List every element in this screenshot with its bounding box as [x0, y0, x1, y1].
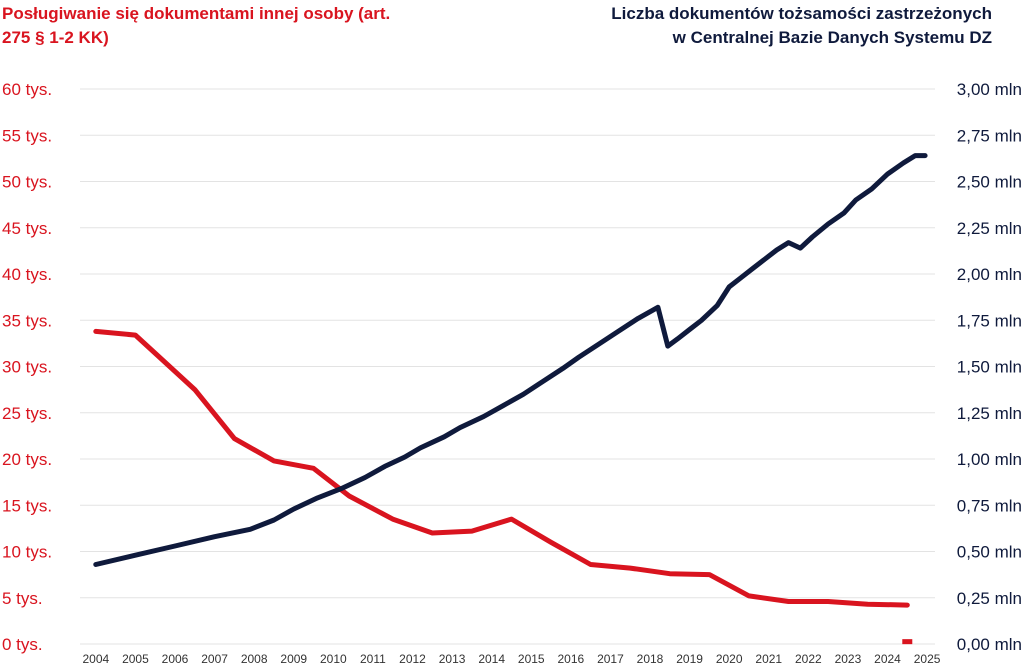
x-tick-label: 2008 [241, 652, 268, 666]
x-tick-label: 2012 [399, 652, 426, 666]
left-y-tick-label: 50 tys. [2, 173, 52, 192]
left-series-line [93, 328, 910, 608]
right-y-tick-label: 2,00 mln [957, 265, 1022, 284]
series-lines [93, 153, 928, 645]
left-axis-title: Posługiwanie się dokumentami innej osoby… [2, 4, 391, 47]
left-y-tick-label: 45 tys. [2, 219, 52, 238]
right-series-line [93, 153, 928, 567]
x-tick-label: 2021 [755, 652, 782, 666]
right-y-tick-label: 0,75 mln [957, 496, 1022, 515]
left-y-tick-label: 5 tys. [2, 589, 43, 608]
right-y-tick-label: 2,75 mln [957, 126, 1022, 145]
left-y-tick-label: 0 tys. [2, 635, 43, 654]
right-y-tick-label: 0,50 mln [957, 543, 1022, 562]
right-axis-title-line-1: Liczba dokumentów tożsamości zastrzeżony… [611, 4, 992, 23]
left-y-tick-label: 60 tys. [2, 80, 52, 99]
x-tick-label: 2004 [82, 652, 109, 666]
x-tick-label: 2009 [280, 652, 307, 666]
right-y-tick-label: 3,00 mln [957, 80, 1022, 99]
left-y-axis: 0 tys. 5 tys. 10 tys. 15 tys. 20 tys. 25 tys.… [2, 80, 52, 654]
x-tick-label: 2011 [360, 652, 386, 666]
x-tick-label: 2017 [597, 652, 624, 666]
right-y-tick-label: 2,50 mln [957, 173, 1022, 192]
x-tick-label: 2022 [795, 652, 822, 666]
x-tick-label: 2006 [162, 652, 189, 666]
x-axis: 2004 2005 2006 2007 2008 2009 2010 2011 2012 2013… [82, 652, 940, 666]
right-y-tick-label: 1,50 mln [957, 358, 1022, 377]
x-tick-label: 2025 [914, 652, 941, 666]
left-y-tick-label: 30 tys. [2, 358, 52, 377]
right-y-tick-label: 1,00 mln [957, 450, 1022, 469]
right-y-tick-label: 0,00 mln [957, 635, 1022, 654]
left-y-tick-label: 10 tys. [2, 543, 52, 562]
right-y-tick-label: 0,25 mln [957, 589, 1022, 608]
x-tick-label: 2015 [518, 652, 545, 666]
x-tick-label: 2019 [676, 652, 703, 666]
left-y-tick-label: 20 tys. [2, 450, 52, 469]
right-y-tick-label: 1,25 mln [957, 404, 1022, 423]
x-tick-label: 2007 [201, 652, 228, 666]
x-tick-label: 2014 [478, 652, 505, 666]
right-axis-title: Liczba dokumentów tożsamości zastrzeżony… [532, 2, 992, 50]
series-point [902, 639, 913, 645]
x-tick-label: 2024 [874, 652, 901, 666]
left-y-tick-label: 40 tys. [2, 265, 52, 284]
x-tick-label: 2020 [716, 652, 743, 666]
right-y-axis: 0,00 mln 0,25 mln 0,50 mln 0,75 mln 1,00 mln… [957, 80, 1022, 654]
right-y-tick-label: 2,25 mln [957, 219, 1022, 238]
x-tick-label: 2023 [835, 652, 862, 666]
gridlines [80, 88, 935, 645]
left-y-tick-label: 15 tys. [2, 496, 52, 515]
left-y-tick-label: 35 tys. [2, 311, 52, 330]
right-axis-title-line-2: w Centralnej Bazie Danych Systemu DZ [672, 28, 992, 47]
left-y-tick-label: 55 tys. [2, 126, 52, 145]
x-tick-label: 2005 [122, 652, 149, 666]
x-tick-label: 2013 [439, 652, 466, 666]
x-tick-label: 2018 [637, 652, 664, 666]
right-y-tick-label: 1,75 mln [957, 311, 1022, 330]
x-tick-label: 2010 [320, 652, 347, 666]
x-tick-label: 2016 [557, 652, 584, 666]
left-y-tick-label: 25 tys. [2, 404, 52, 423]
